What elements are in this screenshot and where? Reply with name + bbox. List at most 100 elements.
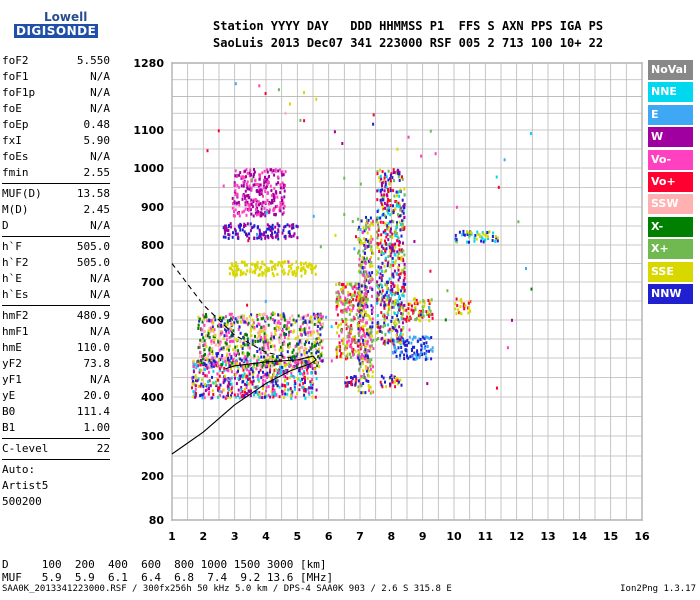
param-value: 2.55 bbox=[83, 166, 111, 179]
echo-point bbox=[424, 346, 426, 350]
echo-point bbox=[242, 380, 245, 383]
echo-point bbox=[386, 200, 389, 204]
echo-point bbox=[256, 385, 259, 389]
echo-point bbox=[397, 318, 400, 322]
echo-point bbox=[392, 263, 395, 267]
echo-point bbox=[304, 319, 307, 323]
echo-point bbox=[240, 175, 243, 179]
echo-point bbox=[222, 378, 225, 382]
echo-point bbox=[350, 376, 352, 379]
echo-point bbox=[401, 198, 404, 202]
echo-point bbox=[379, 220, 382, 224]
echo-point bbox=[222, 388, 225, 392]
echo-point bbox=[238, 374, 241, 378]
echo-point bbox=[388, 245, 391, 249]
echo-point bbox=[413, 240, 416, 243]
echo-point bbox=[269, 201, 272, 205]
echo-point bbox=[320, 339, 323, 343]
echo-point bbox=[376, 301, 379, 305]
echo-point bbox=[242, 271, 245, 275]
echo-point bbox=[314, 370, 317, 374]
echo-point bbox=[232, 273, 235, 277]
echo-point bbox=[428, 337, 431, 341]
echo-point bbox=[398, 340, 401, 344]
param-row: foE N/A bbox=[2, 101, 110, 117]
echo-point bbox=[377, 228, 380, 232]
echo-point bbox=[310, 315, 313, 319]
echo-point bbox=[466, 230, 468, 234]
echo-point bbox=[383, 306, 386, 310]
echo-point bbox=[265, 186, 268, 190]
echo-point bbox=[344, 317, 347, 321]
echo-point bbox=[407, 303, 410, 306]
echo-point bbox=[271, 355, 274, 359]
echo-point bbox=[286, 382, 289, 386]
echo-point bbox=[309, 386, 312, 390]
echo-point bbox=[217, 324, 219, 328]
echo-point bbox=[414, 306, 417, 309]
echo-point bbox=[419, 300, 422, 304]
echo-point bbox=[233, 353, 236, 357]
echo-point bbox=[369, 248, 372, 252]
echo-point bbox=[414, 301, 417, 305]
echo-point bbox=[370, 245, 373, 249]
echo-point bbox=[361, 266, 364, 269]
echo-point bbox=[201, 396, 204, 400]
echo-point bbox=[360, 345, 363, 349]
echo-point bbox=[391, 287, 394, 291]
echo-point bbox=[304, 396, 307, 400]
echo-point bbox=[283, 314, 286, 318]
echo-point bbox=[367, 274, 370, 278]
echo-point bbox=[403, 308, 405, 312]
echo-point bbox=[377, 325, 380, 329]
echo-point bbox=[409, 355, 412, 359]
params-separator bbox=[2, 183, 110, 184]
echo-point bbox=[429, 309, 432, 313]
echo-point bbox=[378, 267, 381, 271]
echo-point bbox=[455, 312, 458, 316]
echo-point bbox=[369, 334, 372, 338]
echo-point bbox=[202, 313, 205, 317]
echo-point bbox=[291, 350, 294, 354]
echo-point bbox=[261, 392, 264, 396]
echo-point bbox=[363, 270, 366, 274]
echo-point bbox=[363, 229, 366, 233]
echo-point bbox=[248, 346, 251, 350]
echo-point bbox=[226, 395, 229, 399]
echo-point bbox=[389, 291, 392, 295]
echo-point bbox=[286, 376, 289, 380]
echo-point bbox=[376, 230, 378, 234]
echo-point bbox=[235, 268, 238, 272]
echo-point bbox=[342, 342, 345, 346]
echo-point bbox=[375, 241, 378, 245]
echo-point bbox=[357, 217, 360, 221]
echo-point bbox=[350, 346, 353, 350]
echo-point bbox=[355, 312, 358, 316]
echo-point bbox=[357, 339, 360, 342]
echo-point bbox=[421, 352, 424, 356]
param-value: N/A bbox=[90, 102, 110, 115]
echo-point bbox=[355, 286, 358, 290]
echo-point bbox=[379, 290, 381, 294]
echo-point bbox=[264, 325, 267, 329]
echo-point bbox=[262, 365, 265, 369]
echo-point bbox=[360, 356, 363, 360]
echo-point bbox=[338, 334, 341, 338]
echo-point bbox=[391, 315, 394, 319]
y-tick-label: 1280 bbox=[133, 57, 164, 70]
echo-point bbox=[235, 362, 238, 365]
echo-point bbox=[370, 235, 373, 238]
echo-point bbox=[403, 187, 406, 191]
echo-point bbox=[397, 273, 400, 277]
echo-point bbox=[341, 291, 344, 294]
echo-point bbox=[355, 235, 357, 239]
echo-point bbox=[380, 300, 383, 304]
echo-point bbox=[231, 363, 234, 367]
echo-point bbox=[362, 298, 365, 302]
echo-point bbox=[211, 347, 214, 351]
echo-point bbox=[405, 318, 408, 322]
echo-point bbox=[400, 258, 403, 262]
echo-point bbox=[294, 274, 297, 278]
echo-point bbox=[218, 389, 221, 393]
echo-point bbox=[281, 355, 284, 359]
